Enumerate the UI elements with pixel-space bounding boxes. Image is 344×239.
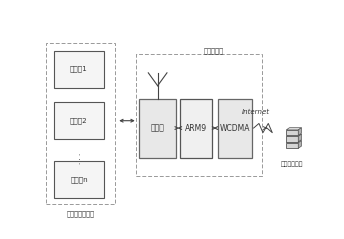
Bar — [286, 130, 298, 136]
Text: ARM9: ARM9 — [185, 124, 207, 133]
Bar — [54, 161, 104, 198]
Bar — [136, 54, 262, 176]
Text: 监测区1: 监测区1 — [70, 66, 88, 72]
Polygon shape — [286, 141, 301, 143]
Text: 监测区n: 监测区n — [70, 176, 88, 183]
Polygon shape — [286, 128, 301, 130]
Text: 监测区2: 监测区2 — [70, 117, 88, 124]
Bar — [180, 99, 212, 158]
Text: 调制器: 调制器 — [151, 124, 164, 133]
Polygon shape — [286, 134, 301, 136]
Bar — [46, 43, 115, 204]
Bar — [54, 51, 104, 87]
Polygon shape — [298, 141, 301, 148]
Text: 嵌入式网关: 嵌入式网关 — [204, 47, 224, 54]
Bar — [218, 99, 252, 158]
Bar — [139, 99, 176, 158]
Bar — [286, 136, 298, 142]
Polygon shape — [298, 134, 301, 142]
Text: 远程监测中心: 远程监测中心 — [281, 161, 303, 167]
Bar — [286, 143, 298, 148]
Text: 混凝土监测区域: 混凝土监测区域 — [66, 211, 94, 217]
Bar — [54, 102, 104, 139]
Text: WCDMA: WCDMA — [220, 124, 250, 133]
Polygon shape — [298, 128, 301, 136]
Text: Internet: Internet — [242, 109, 270, 115]
Text: . . .: . . . — [76, 153, 82, 164]
